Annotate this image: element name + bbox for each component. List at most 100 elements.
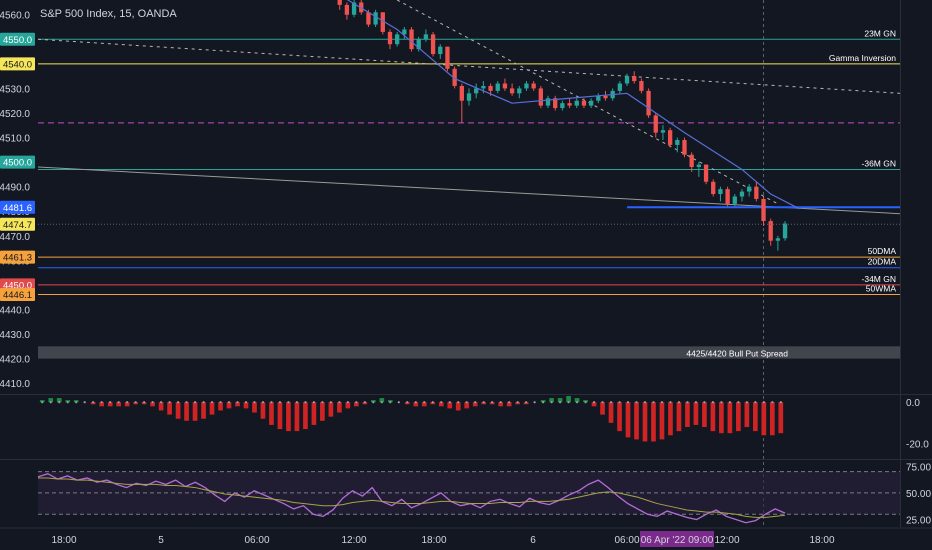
histogram-dot <box>601 401 604 404</box>
histogram-dot <box>414 401 417 404</box>
histogram-dot <box>109 401 112 404</box>
time-label: 18:00 <box>421 535 446 546</box>
candle-body <box>682 140 687 155</box>
candle-body <box>545 98 551 106</box>
candle-body <box>423 34 429 40</box>
histogram-dot <box>779 401 782 404</box>
rsi-line <box>37 473 786 524</box>
candle-body <box>667 130 673 145</box>
histogram-dot <box>643 401 647 404</box>
candle-body <box>696 164 702 168</box>
histogram-dot <box>397 401 400 404</box>
histogram-dot <box>754 401 757 404</box>
price-tag <box>0 200 35 214</box>
candle-body <box>524 83 529 89</box>
candle-body <box>351 2 357 15</box>
histogram-dot <box>508 401 511 404</box>
histogram-dot <box>193 401 197 404</box>
histogram-dot <box>533 401 536 404</box>
candle-body <box>775 238 781 241</box>
candle-body <box>481 85 486 89</box>
candle-body <box>395 34 400 45</box>
histogram-dot <box>491 401 494 404</box>
price-tag-label: 4461.3 <box>3 253 32 264</box>
histogram-dot <box>406 401 409 404</box>
histogram-dot <box>244 401 248 404</box>
histogram-dot <box>363 401 366 404</box>
price-tag-label: 4450.0 <box>3 280 32 291</box>
histogram-dot <box>669 401 672 404</box>
histogram-dot <box>278 401 282 404</box>
chart-title: S&P 500 Index, 15, OANDA <box>40 8 177 20</box>
histogram-dot <box>745 401 748 404</box>
histogram-dot <box>143 401 146 404</box>
histogram-dot <box>304 401 307 404</box>
histogram-dot <box>236 401 239 404</box>
price-tag <box>0 217 35 231</box>
time-axis: 18:00 5 06:00 12:00 18:00 6 06:00 06 Apr '22 09… <box>51 531 835 547</box>
price-tick-label: 4470.0 <box>0 232 30 243</box>
candle-body <box>452 68 457 86</box>
price-tag-label: 4474.7 <box>3 220 32 231</box>
time-label: 06 Apr '22 09:00 <box>641 535 714 546</box>
histogram-dot <box>516 401 519 404</box>
histogram-dot <box>295 401 299 404</box>
candle-body <box>675 140 680 145</box>
candle-body <box>430 34 436 55</box>
candle-body <box>718 189 723 195</box>
histogram-tick-label: 0.0 <box>906 398 920 409</box>
histogram-dot <box>457 401 460 404</box>
time-label: 6 <box>530 535 536 546</box>
candle-body <box>761 198 766 222</box>
candle-body <box>553 98 558 109</box>
candle-body <box>639 81 644 91</box>
histogram-dot <box>355 401 358 404</box>
histogram-dot <box>312 401 316 404</box>
candle-body <box>380 12 385 32</box>
grid <box>0 0 932 529</box>
level-label: 23M GN <box>864 28 896 38</box>
time-label: 18:00 <box>51 535 76 546</box>
candle-body <box>646 90 651 116</box>
price-tag-label: 4446.1 <box>3 290 32 301</box>
price-tick-label: 4440.0 <box>0 305 30 316</box>
price-tags: 4550.0 4540.0 4500.0 4481.6 4474.7 4461.3 4450… <box>0 32 35 302</box>
histogram-dot <box>202 401 205 404</box>
candle-body <box>746 186 752 192</box>
histogram-dot <box>372 401 375 404</box>
rsi-tick-label: 25.00 <box>906 516 931 527</box>
candle-body <box>387 31 393 45</box>
candle-body <box>574 100 579 106</box>
time-label: 18:00 <box>809 535 834 546</box>
trendline <box>37 166 901 215</box>
price-tag <box>0 288 35 302</box>
price-tick-label: 4430.0 <box>0 330 30 341</box>
histogram-dot <box>584 401 587 404</box>
price-tag-label: 4481.6 <box>3 203 32 214</box>
histogram-dot <box>525 401 528 404</box>
price-tag <box>0 155 35 169</box>
candle-body <box>711 181 716 195</box>
zone-label: 4425/4420 Bull Put Spread <box>686 348 788 358</box>
histogram-dot <box>423 401 426 404</box>
histogram-dot <box>176 401 180 404</box>
level-label: -34M GN <box>862 274 896 284</box>
candle-body <box>438 46 443 55</box>
candle-body <box>567 103 572 106</box>
ma-line <box>346 0 800 210</box>
moving-average <box>346 0 800 210</box>
histogram-dot <box>550 401 553 404</box>
candle-body <box>366 12 371 25</box>
histogram-dot <box>771 401 774 404</box>
histogram-dot <box>66 401 69 404</box>
time-label: 5 <box>158 535 164 546</box>
time-label: 06:00 <box>614 535 639 546</box>
histogram-dot <box>558 401 562 404</box>
level-label: Gamma Inversion <box>829 53 896 63</box>
candle-body <box>703 164 709 182</box>
histogram-dot <box>618 401 621 404</box>
candle-body <box>502 83 508 89</box>
rsi-tick-label: 75.00 <box>906 462 931 473</box>
